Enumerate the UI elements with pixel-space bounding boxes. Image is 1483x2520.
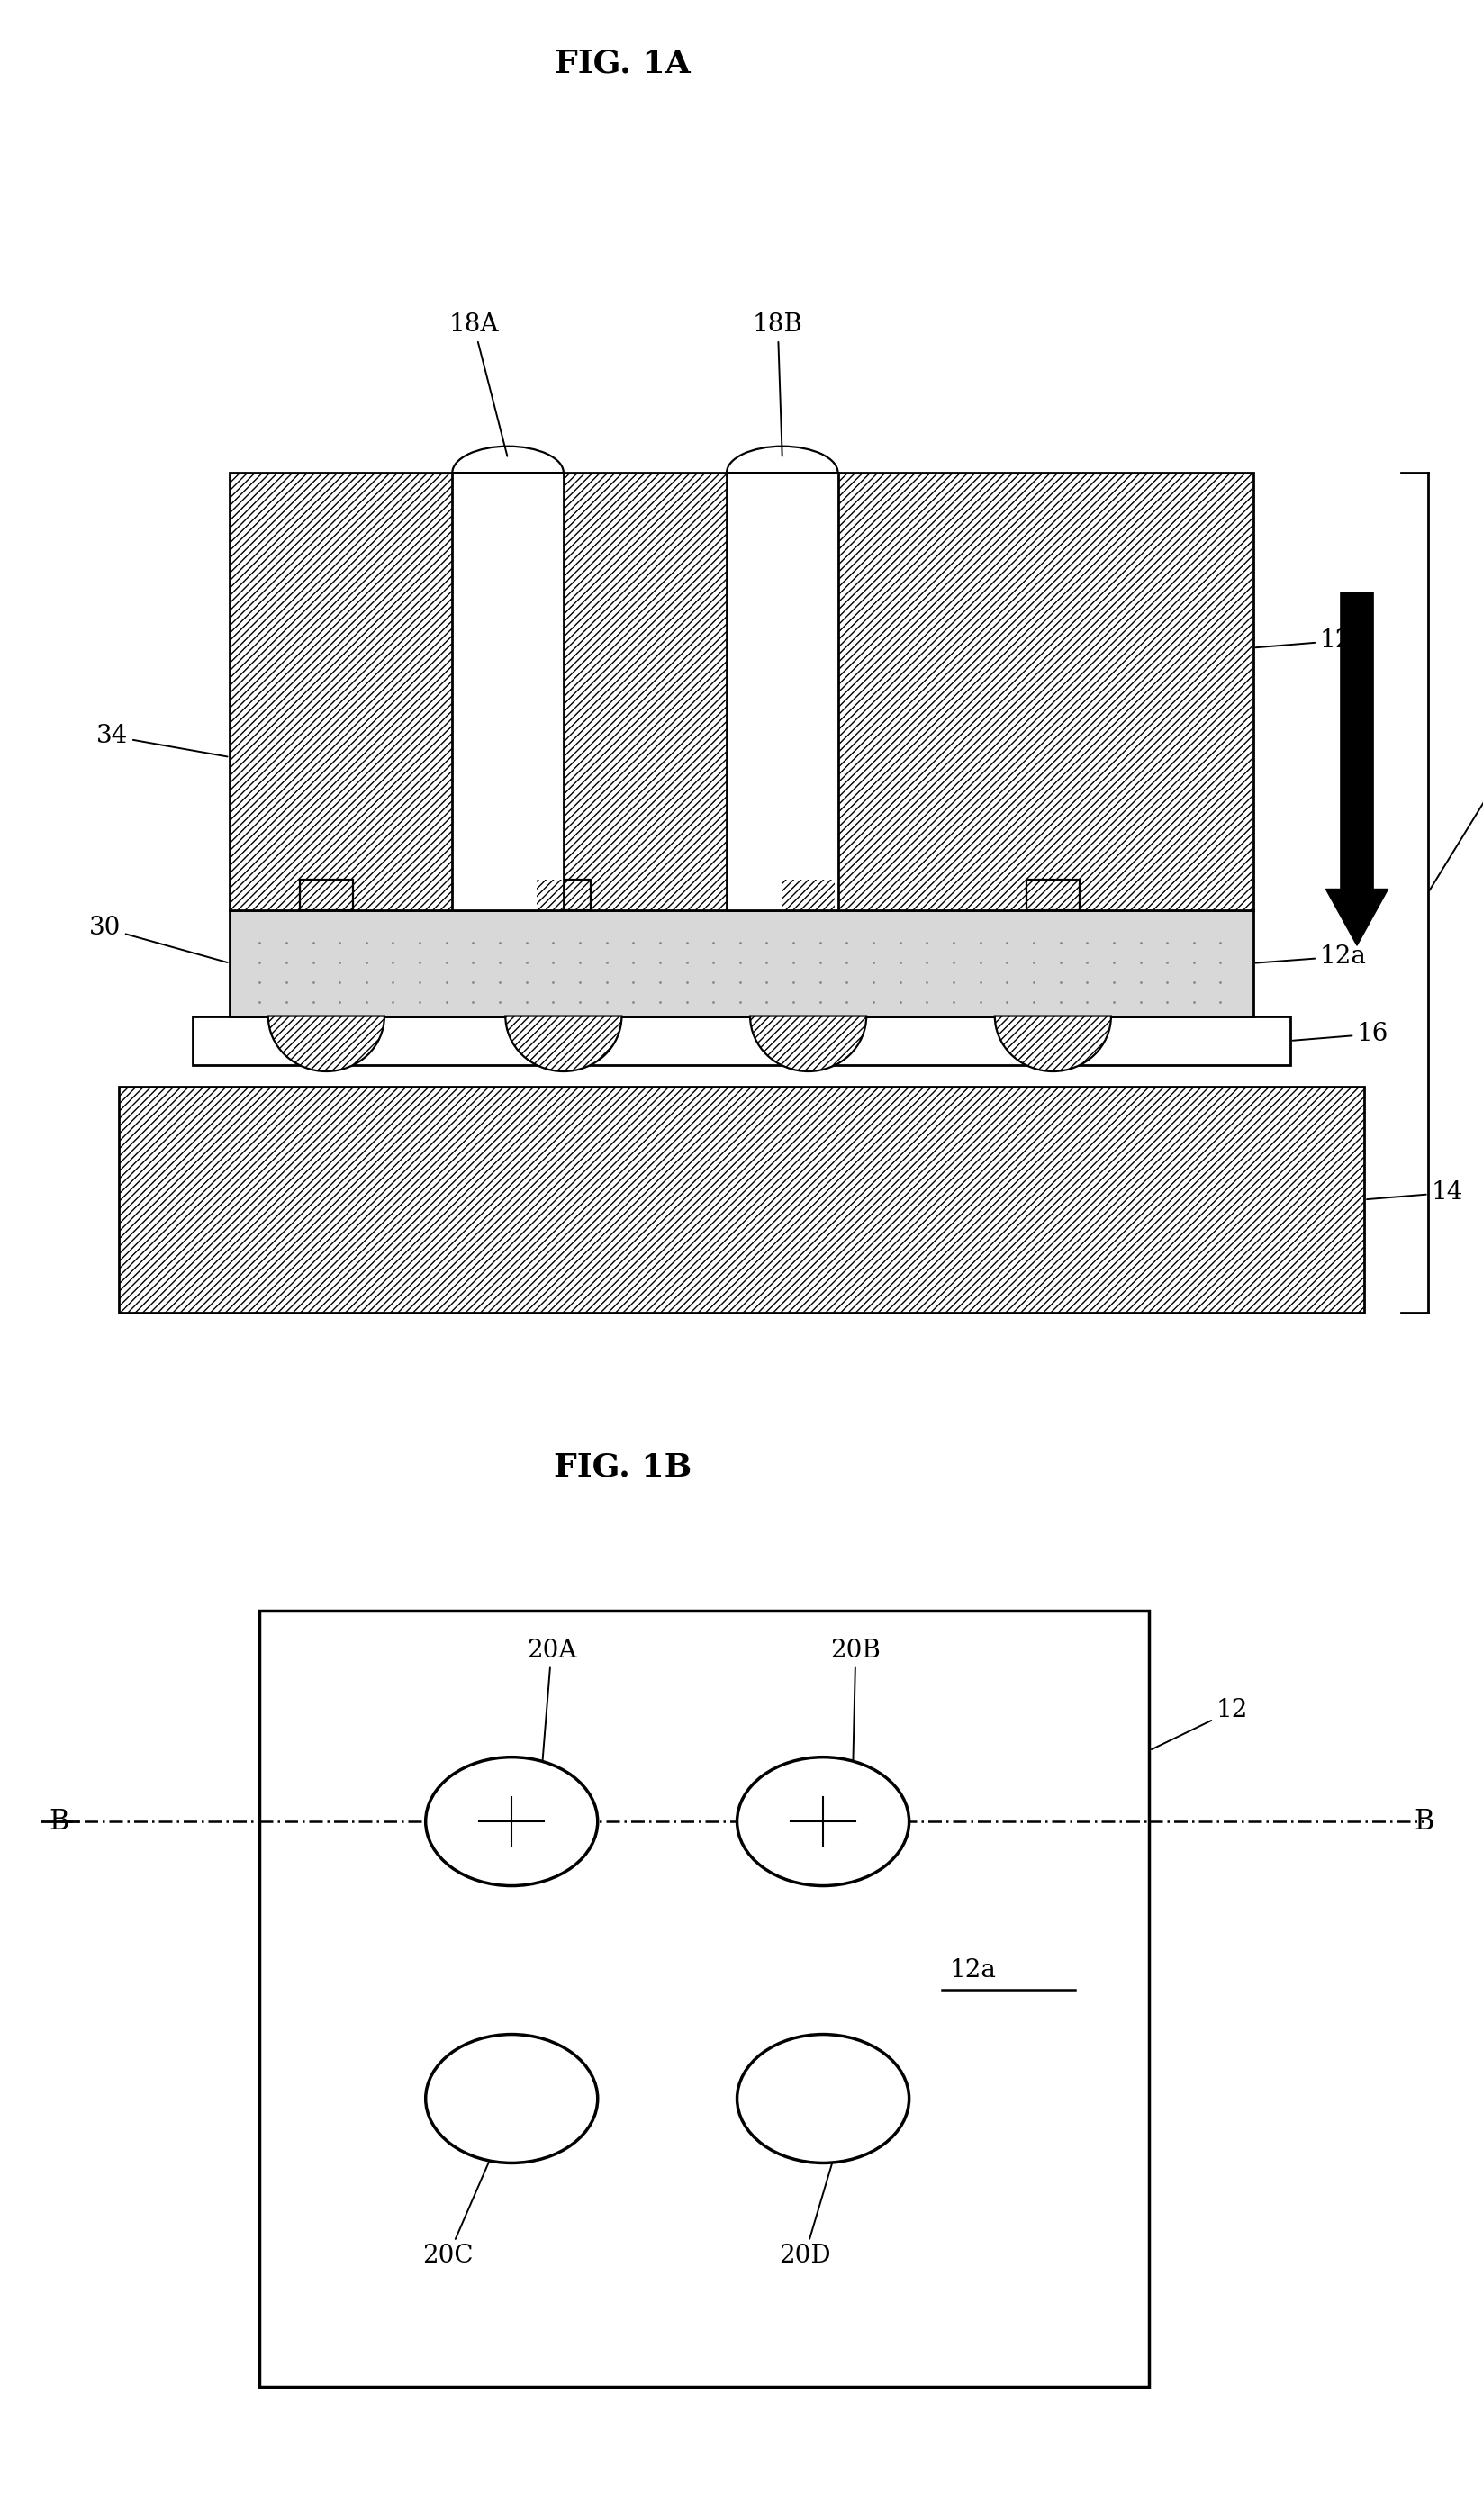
Text: FIG. 1B: FIG. 1B xyxy=(553,1452,693,1482)
FancyArrow shape xyxy=(1326,592,1388,945)
Bar xyxy=(727,474,838,910)
Text: 20A: 20A xyxy=(526,1638,577,1774)
Bar xyxy=(537,879,590,910)
Bar xyxy=(260,1610,1149,2386)
Wedge shape xyxy=(995,1016,1111,1071)
Bar xyxy=(782,879,835,910)
Bar xyxy=(452,474,564,910)
Bar xyxy=(300,879,353,910)
Bar xyxy=(300,879,353,910)
Circle shape xyxy=(426,2034,598,2162)
Bar xyxy=(1038,988,1134,1016)
Text: 34: 34 xyxy=(96,723,227,756)
Text: 10: 10 xyxy=(1430,731,1483,890)
Bar xyxy=(230,474,1253,910)
Text: 18A: 18A xyxy=(448,312,507,456)
Text: 30: 30 xyxy=(89,915,227,963)
Text: 22: 22 xyxy=(1069,892,1114,985)
Text: 20C: 20C xyxy=(423,2147,495,2268)
Text: 20D: 20D xyxy=(779,2147,838,2268)
Bar xyxy=(1026,879,1080,910)
Text: 18B: 18B xyxy=(753,312,802,456)
Wedge shape xyxy=(506,1016,621,1071)
Text: 16: 16 xyxy=(1293,1021,1388,1046)
Wedge shape xyxy=(268,1016,384,1071)
Bar xyxy=(549,988,645,1016)
Circle shape xyxy=(426,1756,598,1885)
Circle shape xyxy=(737,1756,909,1885)
Bar xyxy=(537,879,590,910)
Text: 12a: 12a xyxy=(949,1958,995,1983)
Bar xyxy=(793,988,890,1016)
Bar xyxy=(230,474,1253,910)
Text: FIG. 1A: FIG. 1A xyxy=(555,48,691,78)
Text: 20B: 20B xyxy=(830,1638,881,1774)
Wedge shape xyxy=(750,1016,866,1071)
Text: 12: 12 xyxy=(1256,630,1351,653)
Bar xyxy=(782,879,835,910)
Text: B: B xyxy=(49,1807,70,1835)
Bar xyxy=(119,1086,1364,1313)
Text: B: B xyxy=(1413,1807,1434,1835)
Bar xyxy=(230,910,1253,1016)
Text: 36: 36 xyxy=(534,892,577,985)
Circle shape xyxy=(737,2034,909,2162)
Text: 12a: 12a xyxy=(1256,945,1366,968)
Text: 12: 12 xyxy=(1152,1698,1247,1749)
Bar xyxy=(119,1086,1364,1313)
Bar xyxy=(311,988,408,1016)
Bar xyxy=(193,1016,1290,1066)
Text: 32: 32 xyxy=(282,892,340,985)
Text: 14: 14 xyxy=(1367,1179,1462,1205)
Bar xyxy=(1026,879,1080,910)
